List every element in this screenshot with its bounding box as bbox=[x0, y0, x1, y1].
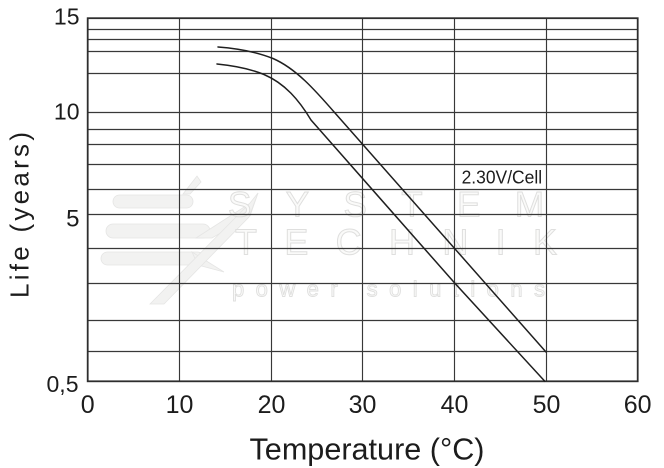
svg-text:TECHNIK: TECHNIK bbox=[235, 222, 557, 263]
svg-text:10: 10 bbox=[54, 99, 80, 125]
svg-text:20: 20 bbox=[258, 391, 286, 419]
svg-text:60: 60 bbox=[624, 391, 652, 419]
svg-text:30: 30 bbox=[349, 391, 377, 419]
svg-text:2.30V/Cell: 2.30V/Cell bbox=[462, 167, 542, 188]
svg-text:0,5: 0,5 bbox=[47, 371, 79, 397]
svg-text:0: 0 bbox=[81, 391, 95, 419]
svg-text:15: 15 bbox=[54, 4, 80, 30]
svg-text:5: 5 bbox=[66, 206, 79, 233]
svg-text:50: 50 bbox=[533, 391, 561, 419]
svg-text:Temperature (°C): Temperature (°C) bbox=[250, 432, 485, 467]
svg-text:power solutions: power solutions bbox=[232, 277, 545, 302]
svg-text:10: 10 bbox=[166, 391, 194, 419]
svg-text:40: 40 bbox=[441, 391, 469, 419]
